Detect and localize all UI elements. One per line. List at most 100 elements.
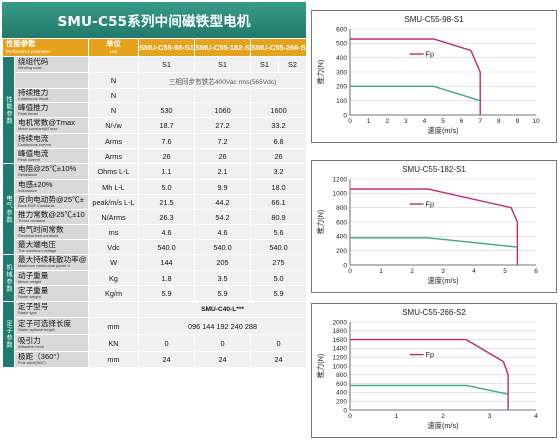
param-value: 33.2 (250, 117, 308, 134)
x-tick-label: 1 (379, 268, 383, 275)
param-value: 21.5 (138, 194, 196, 210)
y-tick-label: 1200 (333, 355, 348, 362)
x-tick-label: 3 (488, 413, 492, 420)
category-label: 性能参数 (2, 56, 15, 164)
table-row: 电机常数@Tmax Motor constant@Tmax N/√w 18.7 27.2… (3, 117, 308, 134)
param-value: 24 (250, 351, 308, 368)
peak-force-line (350, 188, 519, 265)
y-tick-label: 800 (336, 372, 347, 379)
param-value: 66.1 (250, 194, 308, 210)
param-unit: N (88, 72, 140, 89)
table-row: 峰值电流 Peak current Arms 26 26 26 (3, 148, 308, 164)
param-unit (88, 301, 140, 318)
y-tick-label: 0 (343, 407, 347, 414)
header-model-2: SMU-C55-182-S1 (194, 38, 252, 57)
x-tick-label: 7 (478, 118, 482, 125)
param-value: 1060 (194, 102, 252, 118)
param-unit: Kg (88, 270, 140, 286)
param-unit: N/√w (88, 117, 140, 134)
x-tick-label: 5 (503, 268, 507, 275)
param-value: 24 (138, 351, 196, 368)
x-tick-label: 3 (404, 118, 408, 125)
param-value (250, 88, 308, 103)
param-name: 峰值推力 Peak thrust (13, 102, 90, 118)
param-name: 最大持续耗散功率@ Maximum continuous power d (13, 254, 90, 271)
param-value: 18.0 (250, 179, 308, 195)
y-tick-label: 1800 (333, 328, 348, 335)
param-name: 推力常数@25℃±10 Thrust constant (13, 209, 90, 225)
param-value: 0 (138, 334, 196, 352)
chart-title: SMU-C55-98-S1 (404, 15, 464, 24)
param-name: 持续电流 Continuous current (13, 133, 90, 149)
param-value: 24 (194, 351, 252, 368)
header-unit: 单位 Unit (88, 38, 140, 57)
legend-label: Fp (426, 50, 435, 59)
y-tick-label: 600 (336, 381, 347, 388)
y-tick-label: 200 (336, 84, 347, 91)
param-name: 定子型号 Stator type (13, 301, 90, 318)
param-value: 1.1 (138, 163, 196, 180)
header-model-1: SMU-C55-98-S1 (138, 38, 196, 57)
x-tick-label: 2 (385, 118, 389, 125)
x-tick-label: 0 (348, 268, 352, 275)
x-tick-label: 10 (532, 118, 540, 125)
table-row: 电感±20% Inductance Mh L-L 5.0 9.9 18.0 (3, 179, 308, 195)
param-unit: N (88, 88, 140, 103)
chart-title: SMU-C55-266-S2 (402, 308, 466, 317)
param-name: 极距（360°） Pole pitch(360°) (13, 351, 90, 368)
spec-panel: SMU-C55系列中间磁铁型电机 性能参数 Performance paramet… (1, 2, 308, 446)
y-tick-label: 1000 (333, 191, 348, 198)
param-unit: mm (88, 351, 140, 368)
param-name: 定子重量 Stator weight (13, 285, 90, 302)
param-value: 6.8 (250, 133, 308, 149)
chart-182-svg: SMU-C55-182-S1 0 200 400 600 800 1000 1200 0 1 2 3 4… (316, 165, 538, 285)
category-label: 定子参数 (2, 301, 15, 368)
chart-98-svg: SMU-C55-98-S1 0 100 200 300 400 500 600 0 1 2 3 4 5 6 7… (316, 15, 540, 135)
table-header: 性能参数 Performance parameter 单位 Unit SMU-C55… (1, 38, 308, 57)
table-row: 性能参数 绕组代码 Winding code S1 S1 S1 S2 (2, 56, 308, 164)
param-value: 4.6 (138, 224, 196, 240)
param-value: 7.6 (138, 133, 196, 149)
param-value: 26 (194, 148, 252, 164)
param-value: 1.8 (138, 270, 196, 286)
param-value: 9.9 (194, 179, 252, 195)
y-tick-label: 400 (336, 234, 347, 241)
y-tick-label: 100 (336, 98, 347, 105)
x-tick-label: 8 (497, 118, 501, 125)
param-name: 绕组代码 Winding code (13, 56, 90, 73)
param-name: 最大端电压 The maximum voltage (13, 239, 90, 255)
param-value: 80.9 (250, 209, 308, 225)
y-tick-label: 1200 (333, 176, 348, 183)
table-row: 推力常数@25℃±10 Thrust constant N/Arms 26.3 54.2… (3, 209, 308, 225)
y-tick-label: 400 (336, 55, 347, 62)
table-row: 持续电流 Continuous current Arms 7.6 7.2 6.8 (3, 133, 308, 149)
x-tick-label: 5 (441, 118, 445, 125)
param-value: 2.1 (194, 163, 252, 180)
param-unit: Arms (88, 148, 140, 164)
y-tick-label: 800 (336, 205, 347, 212)
x-tick-label: 9 (516, 118, 520, 125)
param-value: 3.2 (250, 163, 308, 180)
y-tick-label: 0 (343, 112, 347, 119)
y-tick-label: 200 (336, 248, 347, 255)
param-unit: peak/m/s L-L (88, 194, 140, 210)
param-value: 27.2 (194, 117, 252, 134)
table-row: 持续推力 Continuous thrust N (3, 88, 308, 103)
param-value: 530 (138, 102, 196, 118)
x-tick-label: 4 (472, 268, 476, 275)
param-unit: ms (88, 224, 140, 240)
param-value: 26.3 (138, 209, 196, 225)
x-tick-label: 3 (441, 268, 445, 275)
x-tick-label: 1 (367, 118, 371, 125)
param-unit: Vdc (88, 239, 140, 255)
param-value: 540.0 (138, 239, 196, 255)
param-value: 1600 (250, 102, 308, 118)
table-row: 反向电动势@25℃± Back EMF Constants peak/m/s L-L… (3, 194, 308, 210)
param-value: 0 (194, 334, 252, 352)
param-value: 540.0 (194, 239, 252, 255)
param-value: 4.6 (194, 224, 252, 240)
param-value: 275 (250, 254, 308, 271)
param-name: 持续推力 Continuous thrust (13, 88, 90, 103)
x-tick-label: 2 (410, 268, 414, 275)
x-tick-label: 1 (395, 413, 399, 420)
